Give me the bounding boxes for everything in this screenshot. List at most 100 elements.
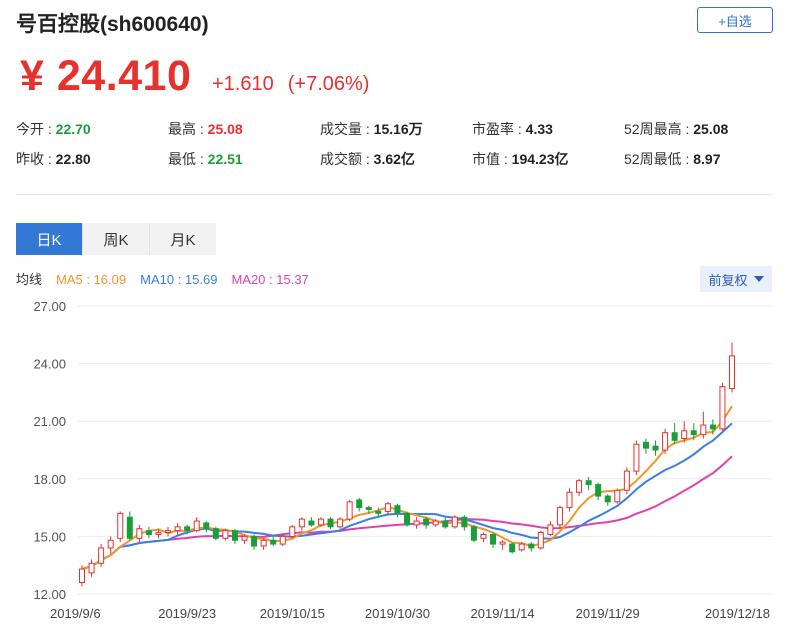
candle-body [88, 562, 95, 574]
stat-52w-low: 52周最低 : 8.97 [624, 151, 721, 167]
candle-body [327, 518, 334, 528]
candle-body [212, 528, 219, 539]
candle-body [518, 543, 525, 551]
candle-body [317, 518, 324, 526]
y-tick-label: 27.00 [33, 299, 66, 314]
candle-body [537, 532, 544, 549]
tab-weekly-k[interactable]: 周K [83, 223, 150, 255]
x-tick-label: 2019/9/6 [50, 606, 101, 621]
y-tick-label: 21.00 [33, 414, 66, 429]
candle-body [642, 441, 649, 449]
candle-body [413, 520, 420, 526]
candle-body [623, 470, 630, 491]
stat-volume: 成交量 : 15.16万 [320, 121, 423, 137]
candle-body [394, 505, 401, 514]
candle-body [337, 518, 344, 528]
candle-body [260, 539, 267, 547]
candle-body [604, 495, 611, 503]
tab-monthly-k[interactable]: 月K [150, 223, 216, 255]
y-tick-label: 15.00 [33, 529, 66, 544]
candle-body [662, 432, 669, 451]
candle-body [136, 528, 143, 539]
candle-body [193, 520, 200, 532]
y-tick-label: 12.00 [33, 587, 66, 602]
candle-body [155, 532, 162, 535]
candle-body [404, 512, 410, 526]
candle-body [509, 543, 516, 553]
stat-turnover: 成交额 : 3.62亿 [320, 151, 415, 167]
candle-body [585, 480, 592, 486]
candle-body [556, 507, 563, 526]
ma20-value: MA20 : 15.37 [231, 272, 309, 287]
candle-body [231, 530, 238, 541]
candle-body [384, 503, 391, 512]
candle-body [729, 355, 735, 390]
candle-body [566, 491, 573, 509]
candle-body [681, 430, 688, 439]
candle-body [480, 533, 487, 539]
adjust-label: 前复权 [708, 272, 748, 288]
candle-body [356, 499, 363, 509]
candle-body [203, 522, 210, 530]
add-to-watchlist-button[interactable]: +自选 [697, 7, 773, 33]
candle-body [375, 510, 382, 514]
candle-body [423, 518, 430, 526]
candle-body [528, 543, 535, 549]
candle-body [470, 526, 477, 541]
stat-open: 今开 : 22.70 [16, 121, 91, 137]
candle-body [576, 480, 583, 493]
current-price: ¥ 24.410 [20, 52, 192, 100]
stat-52w-high: 52周最高 : 25.08 [624, 121, 729, 137]
candle-body [289, 526, 296, 537]
candle-body [98, 547, 105, 564]
candle-body [165, 530, 172, 534]
candle-body [251, 535, 258, 547]
candle-body [117, 512, 124, 539]
candle-body [79, 568, 85, 583]
x-tick-label: 2019/10/30 [365, 606, 430, 621]
stat-prev-close: 昨收 : 22.80 [16, 151, 91, 167]
x-tick-label: 2019/11/29 [576, 606, 640, 621]
chevron-down-icon [753, 276, 764, 282]
candle-body [442, 520, 449, 528]
candle-body [174, 526, 181, 532]
stat-high: 最高 : 25.08 [168, 121, 243, 137]
candle-body [346, 501, 353, 520]
ma-label: 均线 [16, 272, 43, 287]
candle-body [107, 539, 114, 549]
candle-body [365, 507, 372, 511]
moving-average-legend: 均线 MA5 : 16.09 MA10 : 15.69 MA20 : 15.37 [16, 269, 323, 288]
candle-body [241, 535, 248, 541]
candle-body [719, 386, 726, 430]
x-tick-label: 2019/12/18 [705, 606, 770, 621]
price-change: +1.610 (+7.06%) [212, 73, 383, 96]
candle-body [614, 489, 621, 503]
candle-body [432, 520, 439, 526]
candle-body [499, 541, 506, 545]
tab-daily-k[interactable]: 日K [16, 223, 83, 255]
candle-body [633, 443, 640, 472]
kline-chart[interactable]: 27.00 24.00 21.00 18.00 15.00 12.00 2019/9/6 20… [0, 290, 792, 628]
x-tick-label: 2019/11/14 [471, 606, 535, 621]
candle-body [547, 524, 554, 535]
adjust-dropdown[interactable]: 前复权 [700, 266, 772, 292]
x-tick-label: 2019/9/23 [158, 606, 216, 621]
candle-body [126, 516, 133, 539]
candle-body [298, 518, 305, 528]
candle-body [451, 516, 458, 528]
change-percent: (+7.06%) [287, 73, 370, 95]
change-value: +1.610 [212, 73, 274, 95]
page-title: 号百控股(sh600640) [16, 13, 209, 36]
candle-body [671, 432, 678, 441]
candle-body [490, 533, 497, 545]
candle-body [700, 424, 707, 436]
candle-body [709, 424, 716, 430]
ma5-value: MA5 : 16.09 [56, 272, 127, 287]
x-tick-label: 2019/10/15 [260, 606, 325, 621]
stat-market-cap: 市值 : 194.23亿 [472, 151, 569, 167]
candle-body [652, 445, 659, 451]
y-tick-label: 18.00 [33, 472, 66, 487]
candle-body [308, 520, 315, 526]
candle-body [595, 484, 602, 497]
candle-body [461, 516, 468, 528]
